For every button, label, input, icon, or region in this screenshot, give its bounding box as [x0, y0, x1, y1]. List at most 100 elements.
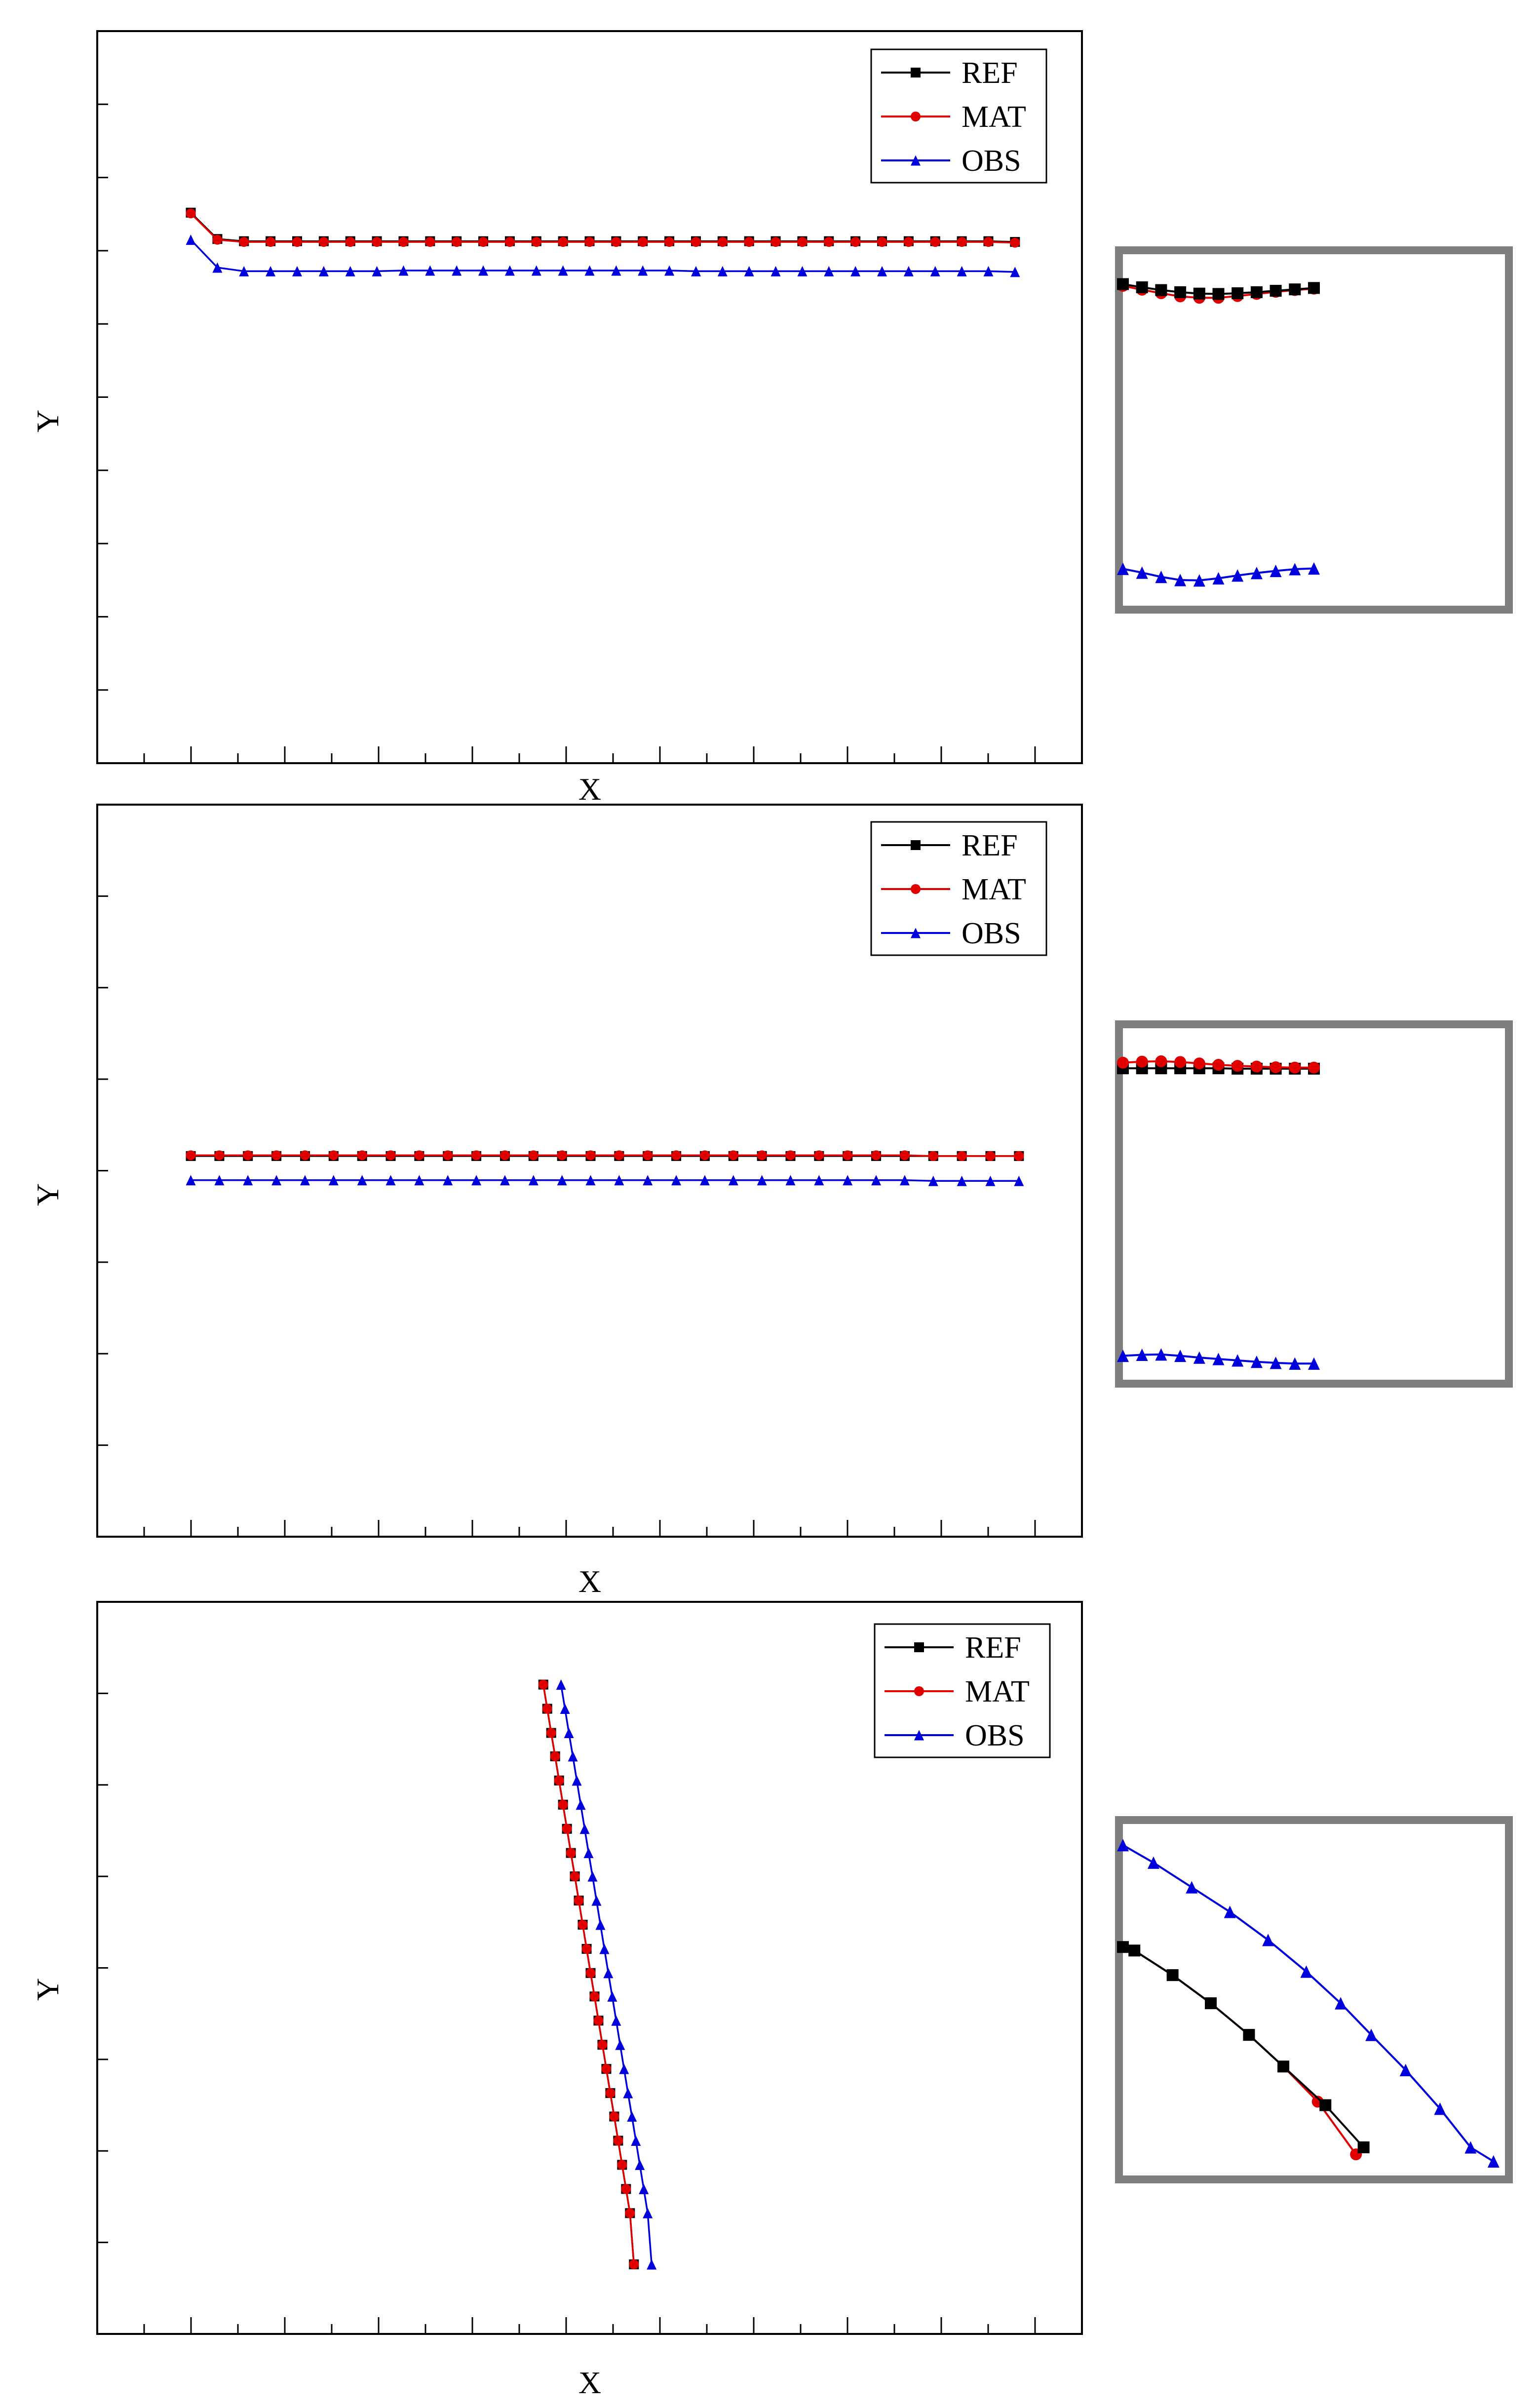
inset-point-ref: [1289, 283, 1301, 296]
inset-point-obs: [1399, 2063, 1412, 2076]
inset-point-ref: [1117, 1941, 1129, 1953]
inset-point-obs: [1232, 1354, 1244, 1367]
point-obs: [639, 2183, 649, 2194]
point-obs: [664, 265, 675, 276]
point-mat: [613, 2135, 623, 2146]
point-mat: [414, 1150, 424, 1161]
x-axis-title-1: X: [578, 772, 601, 807]
point-obs: [266, 266, 276, 276]
inset-point-ref: [1128, 1944, 1141, 1957]
point-obs: [957, 1175, 967, 1186]
point-mat: [372, 237, 382, 247]
inset-point-mat: [1193, 1057, 1205, 1070]
point-obs: [528, 1175, 539, 1186]
point-obs: [928, 1175, 938, 1186]
point-mat: [903, 237, 914, 247]
point-mat: [452, 237, 462, 247]
point-obs: [930, 266, 940, 276]
inset-point-obs: [1250, 1356, 1263, 1368]
point-mat: [538, 1679, 548, 1690]
ticks-panel-2: [97, 895, 1036, 1537]
inset-point-mat: [1212, 1059, 1225, 1071]
inset-point-obs: [1289, 1357, 1301, 1370]
point-obs: [635, 2159, 645, 2170]
point-obs: [744, 266, 754, 276]
point-mat: [570, 1871, 580, 1882]
legend-marker-ref: [911, 840, 921, 850]
inset-point-ref: [1357, 2141, 1370, 2154]
legend-label-obs-1: OBS: [962, 144, 1021, 178]
point-obs: [504, 265, 515, 276]
inset-point-ref: [1232, 287, 1244, 300]
point-obs: [591, 1895, 602, 1906]
inset-point-obs: [1136, 566, 1148, 579]
point-obs: [691, 266, 701, 276]
legend-marker-ref: [914, 1642, 924, 1652]
legend-label-ref-1: REF: [962, 56, 1018, 90]
legend-entries-2: [881, 840, 950, 938]
point-obs: [899, 1175, 910, 1186]
inset-point-ref: [1308, 282, 1320, 294]
inset-point-obs: [1300, 1965, 1312, 1978]
point-obs: [585, 1175, 596, 1186]
point-mat: [824, 237, 834, 247]
inset-point-obs: [1487, 2155, 1500, 2168]
point-obs: [785, 1175, 796, 1186]
series-line-obs: [191, 1179, 1019, 1182]
point-obs: [643, 1175, 653, 1186]
legend-marker-mat: [914, 1686, 924, 1696]
inset-point-obs: [1174, 1349, 1187, 1362]
inset-point-obs: [1193, 1351, 1205, 1364]
point-obs: [615, 2039, 625, 2050]
point-obs: [576, 1799, 586, 1810]
point-obs: [558, 265, 568, 276]
point-obs: [983, 266, 994, 276]
point-obs: [843, 1175, 853, 1186]
point-obs: [699, 1175, 710, 1186]
point-mat: [385, 1150, 396, 1161]
point-mat: [671, 1150, 682, 1161]
legend-entries-1: [881, 68, 950, 166]
point-obs: [568, 1751, 578, 1762]
series-panel-1: [186, 207, 1020, 277]
point-obs: [647, 2259, 657, 2270]
point-obs: [631, 2135, 641, 2146]
series-line-mat: [190, 213, 1015, 244]
point-obs: [814, 1175, 824, 1186]
point-obs: [452, 265, 462, 276]
point-obs: [556, 1679, 566, 1690]
point-obs: [385, 1175, 396, 1186]
inset-point-obs: [1117, 1349, 1129, 1362]
point-obs: [414, 1175, 424, 1186]
point-mat: [638, 237, 648, 247]
point-mat: [398, 237, 409, 247]
inset-point-obs: [1308, 1357, 1320, 1370]
point-obs: [871, 1175, 882, 1186]
point-obs: [212, 262, 223, 273]
point-mat: [785, 1150, 796, 1161]
series-panel-2: [186, 1150, 1024, 1186]
point-obs: [643, 2208, 653, 2218]
inset-point-obs: [1174, 574, 1187, 586]
point-mat: [985, 1151, 996, 1161]
point-mat: [957, 1151, 967, 1161]
point-mat: [625, 2208, 635, 2218]
point-obs: [587, 1871, 598, 1882]
point-mat: [744, 237, 754, 247]
inset-point-obs: [1155, 1348, 1167, 1361]
point-mat: [611, 237, 621, 247]
legend-marker-mat: [911, 884, 921, 894]
legend-3: REF MAT OBS: [874, 1623, 1051, 1758]
point-mat: [877, 237, 887, 247]
point-mat: [266, 237, 276, 247]
point-mat: [605, 2088, 616, 2098]
series-line-obs: [190, 239, 1015, 273]
point-obs: [531, 265, 541, 276]
point-mat: [478, 237, 489, 247]
inset-point-obs: [1289, 563, 1301, 576]
legend-label-ref-3: REF: [965, 1631, 1021, 1665]
point-mat: [1014, 1151, 1024, 1161]
point-mat: [554, 1775, 564, 1785]
point-mat: [597, 2040, 608, 2050]
point-obs: [611, 2015, 621, 2026]
